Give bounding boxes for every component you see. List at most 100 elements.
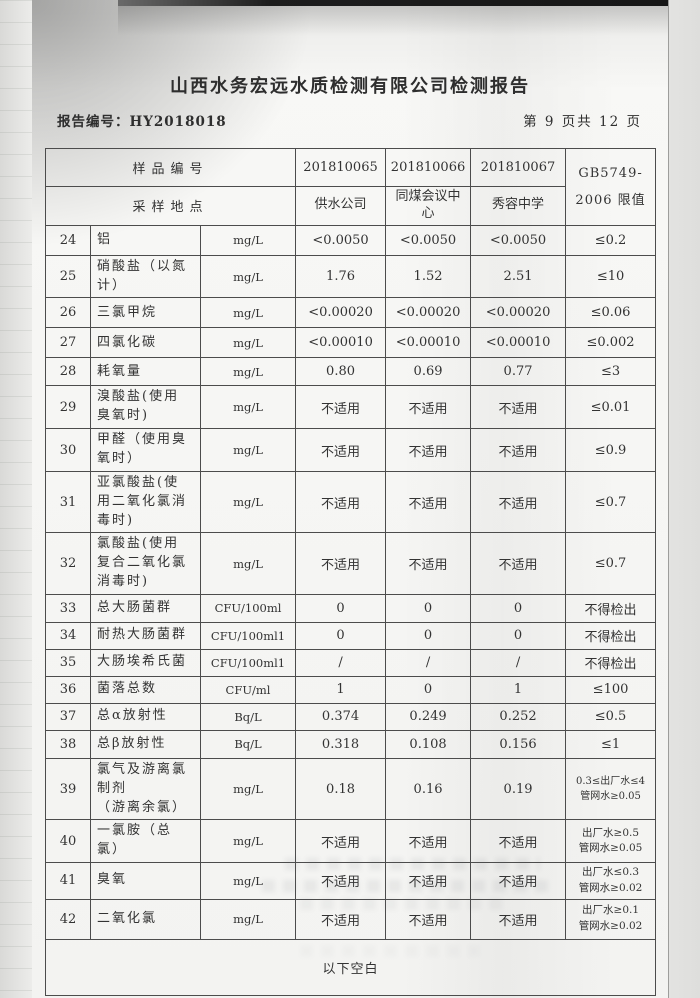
limit-value: ≤0.9 xyxy=(565,428,657,472)
sample2-value: 不适用 xyxy=(385,532,472,595)
sample1-value: 不适用 xyxy=(295,898,387,940)
unit: mg/L xyxy=(199,254,297,299)
row-number: 33 xyxy=(45,593,91,623)
unit: mg/L xyxy=(199,819,297,864)
table-row: 25 硝酸盐（以氮计） mg/L 1.76 1.52 2.51 ≤10 xyxy=(45,254,657,299)
parameter-name: 氯气及游离氯制剂 （游离余氯） xyxy=(90,757,201,821)
row-number: 42 xyxy=(45,898,91,940)
table-row: 27 四氯化碳 mg/L <0.00010 <0.00010 <0.00010 … xyxy=(45,327,657,359)
row-number: 26 xyxy=(45,297,91,329)
sample3-value: <0.00020 xyxy=(470,297,567,329)
sample1-value: <0.00010 xyxy=(295,327,387,359)
sample3-value: 0.156 xyxy=(470,729,567,759)
sample1-value: 不适用 xyxy=(295,819,387,864)
sample2-value: 不适用 xyxy=(385,470,472,534)
unit: mg/L xyxy=(199,898,297,940)
table-row: 41 臭氧 mg/L 不适用 不适用 不适用 出厂水≤0.3 管网水≥0.02 xyxy=(45,862,657,900)
table-row: 40 一氯胺（总氯） mg/L 不适用 不适用 不适用 出厂水≥0.5 管网水≥… xyxy=(45,819,657,864)
sample2-value: 0 xyxy=(385,593,472,623)
sampling-location-label: 采样地点 xyxy=(44,186,297,226)
sample3-value: 不适用 xyxy=(470,819,567,864)
unit: mg/L xyxy=(199,224,297,256)
limit-value: 出厂水≥0.1 管网水≥0.02 xyxy=(565,898,657,940)
parameter-name: 总β放射性 xyxy=(90,729,201,759)
row-number: 31 xyxy=(45,470,91,534)
sample1-value: 不适用 xyxy=(295,428,387,472)
table-body: 24 铝 mg/L <0.0050 <0.0050 <0.0050 ≤0.2 2… xyxy=(45,224,657,940)
table-row: 39 氯气及游离氯制剂 （游离余氯） mg/L 0.18 0.16 0.19 0… xyxy=(45,757,657,821)
parameter-name: 亚氯酸盐(使用二氧化氯消毒时) xyxy=(90,470,201,534)
row-number: 35 xyxy=(45,648,91,677)
unit: CFU/100ml xyxy=(199,593,297,623)
report-number: 报告编号：HY2018018 xyxy=(45,110,227,130)
header-row-sample-no: 样品编号 201810065 201810066 201810067 GB574… xyxy=(44,148,657,226)
standard-limit-header: GB5749- 2006 限值 xyxy=(565,148,657,226)
unit: mg/L xyxy=(199,327,297,359)
unit: Bq/L xyxy=(199,729,297,759)
sample3-value: 0.77 xyxy=(470,357,567,387)
sample1-value: 0.374 xyxy=(295,702,387,731)
row-number: 34 xyxy=(45,621,91,650)
table-row: 37 总α放射性 Bq/L 0.374 0.249 0.252 ≤0.5 xyxy=(45,702,657,731)
sample3-value: 0 xyxy=(470,593,567,623)
limit-value: ≤100 xyxy=(565,675,657,704)
limit-value: ≤0.01 xyxy=(565,385,657,430)
row-number: 29 xyxy=(45,385,91,430)
row-number: 27 xyxy=(45,327,91,359)
sample2-value: 0 xyxy=(385,621,472,650)
sample2-value: 不适用 xyxy=(385,385,472,430)
parameter-name: 硝酸盐（以氮计） xyxy=(90,254,201,299)
table-footer: 以下空白 xyxy=(44,938,657,996)
sample3-value: <0.0050 xyxy=(470,224,567,256)
limit-value: 不得检出 xyxy=(565,648,657,677)
table-row: 24 铝 mg/L <0.0050 <0.0050 <0.0050 ≤0.2 xyxy=(45,224,657,256)
parameter-name: 臭氧 xyxy=(90,862,201,900)
report-meta: 报告编号：HY2018018 第 9 页共 12 页 xyxy=(45,110,655,130)
parameter-name: 大肠埃希氏菌 xyxy=(90,648,201,677)
bleed-through-artifact xyxy=(300,898,510,910)
sample1-value: / xyxy=(295,648,387,677)
sample1-value: 0.318 xyxy=(295,729,387,759)
water-quality-table: 样品编号 201810065 201810066 201810067 GB574… xyxy=(44,148,657,996)
unit: CFU/100ml1 xyxy=(199,621,297,650)
bleed-through-artifact xyxy=(300,945,480,957)
unit: mg/L xyxy=(199,470,297,534)
sample2-value: / xyxy=(385,648,472,677)
parameter-name: 总大肠菌群 xyxy=(90,593,201,623)
sample-no-label: 样品编号 xyxy=(44,148,297,187)
table-row: 32 氯酸盐(使用复合二氧化氯消毒时) mg/L 不适用 不适用 不适用 ≤0.… xyxy=(45,532,657,595)
header-row-location: 采样地点 供水公司 同煤会议中心 秀容中学 xyxy=(44,186,656,226)
sample1-value: 1 xyxy=(295,675,387,704)
parameter-name: 氯酸盐(使用复合二氧化氯消毒时) xyxy=(90,532,201,595)
limit-value: 出厂水≤0.3 管网水≥0.02 xyxy=(565,862,657,900)
scan-right-edge xyxy=(668,0,700,998)
sample1-value: 不适用 xyxy=(295,532,387,595)
table-row: 33 总大肠菌群 CFU/100ml 0 0 0 不得检出 xyxy=(45,593,657,623)
parameter-name: 甲醛（使用臭氧时） xyxy=(90,428,201,472)
table-header: 样品编号 201810065 201810066 201810067 GB574… xyxy=(44,148,657,226)
limit-value: ≤0.2 xyxy=(565,224,657,256)
sample2-value: 0.249 xyxy=(385,702,472,731)
sample3-value: 不适用 xyxy=(470,898,567,940)
sample3-value: 不适用 xyxy=(470,532,567,595)
sample3-value: 不适用 xyxy=(470,385,567,430)
sample1-value: 1.76 xyxy=(295,254,387,299)
row-number: 25 xyxy=(45,254,91,299)
limit-value: ≤0.002 xyxy=(565,327,657,359)
unit: mg/L xyxy=(199,532,297,595)
sample-no-2: 201810066 xyxy=(385,148,472,187)
row-number: 41 xyxy=(45,862,91,900)
sample-no-1: 201810065 xyxy=(295,148,387,187)
parameter-name: 耐热大肠菌群 xyxy=(90,621,201,650)
sample3-value: <0.00010 xyxy=(470,327,567,359)
unit: mg/L xyxy=(199,385,297,430)
sample3-value: 0.252 xyxy=(470,702,567,731)
scanner-top-edge xyxy=(118,0,700,6)
sample3-value: 1 xyxy=(470,675,567,704)
unit: mg/L xyxy=(199,297,297,329)
limit-value: ≤1 xyxy=(565,729,657,759)
sample2-value: 0.108 xyxy=(385,729,472,759)
parameter-name: 二氧化氯 xyxy=(90,898,201,940)
row-number: 38 xyxy=(45,729,91,759)
sample3-value: 2.51 xyxy=(470,254,567,299)
